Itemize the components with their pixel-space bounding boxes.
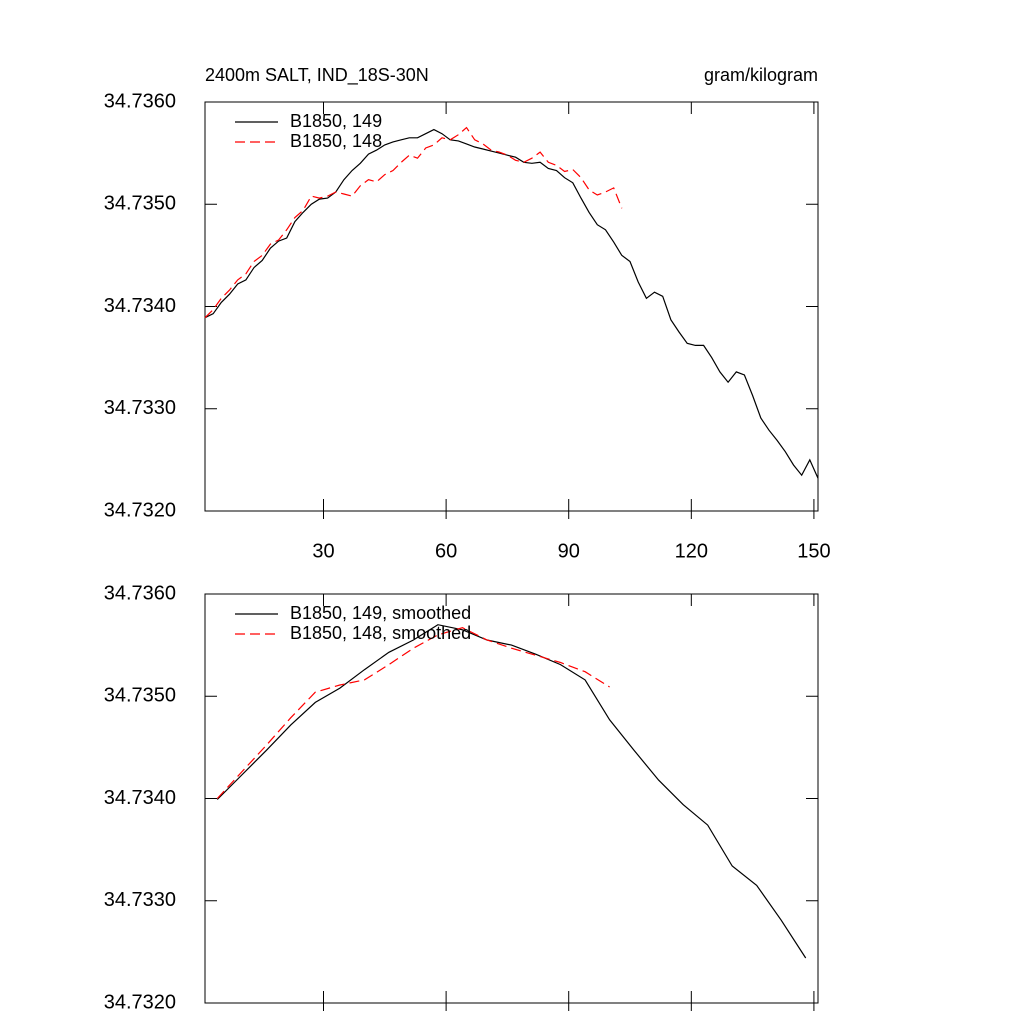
y-tick-label: 34.7320 [104,991,176,1013]
legend-label: B1850, 149, smoothed [290,603,471,623]
y-tick-label: 34.7320 [104,499,176,521]
x-tick-label: 90 [558,540,580,562]
x-tick-label: 60 [435,540,457,562]
chart-title: 2400m SALT, IND_18S-30N [205,65,429,86]
y-tick-label: 34.7330 [104,889,176,911]
legend-label: B1850, 148, smoothed [290,623,471,643]
y-tick-label: 34.7340 [104,787,176,809]
y-tick-label: 34.7330 [104,397,176,419]
legend-label: B1850, 149 [290,111,382,131]
data-line [216,627,610,799]
y-tick-label: 34.7340 [104,295,176,317]
data-line [204,126,623,319]
plot-frame [204,101,819,512]
y-tick-label: 34.7360 [104,582,176,604]
x-tick-label: 150 [797,540,830,562]
y-tick-label: 34.7350 [104,685,176,707]
x-tick-label: 120 [675,540,708,562]
plot-frame [204,593,819,1004]
units-label: gram/kilogram [704,65,818,85]
data-line [216,624,807,959]
legend-label: B1850, 148 [290,131,382,151]
x-tick-label: 30 [312,540,334,562]
y-tick-label: 34.7350 [104,193,176,215]
y-tick-label: 34.7360 [104,90,176,112]
data-line [204,128,819,479]
